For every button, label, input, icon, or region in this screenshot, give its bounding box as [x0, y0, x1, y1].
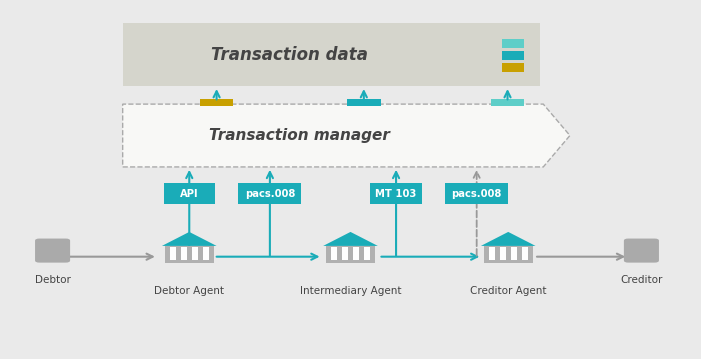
FancyBboxPatch shape [165, 261, 214, 263]
FancyBboxPatch shape [484, 261, 533, 263]
Text: Creditor Agent: Creditor Agent [470, 286, 547, 296]
Text: Debtor Agent: Debtor Agent [154, 286, 224, 296]
FancyBboxPatch shape [491, 99, 524, 106]
FancyBboxPatch shape [502, 51, 524, 60]
FancyBboxPatch shape [200, 99, 233, 106]
Text: pacs.008: pacs.008 [451, 188, 502, 199]
FancyBboxPatch shape [370, 183, 421, 204]
FancyBboxPatch shape [170, 247, 176, 260]
FancyBboxPatch shape [624, 238, 659, 263]
Text: API: API [180, 188, 198, 199]
FancyBboxPatch shape [353, 247, 359, 260]
Polygon shape [481, 232, 536, 246]
Text: MT 103: MT 103 [376, 188, 416, 199]
FancyBboxPatch shape [502, 63, 524, 72]
FancyBboxPatch shape [203, 247, 209, 260]
FancyBboxPatch shape [35, 238, 70, 263]
FancyBboxPatch shape [192, 247, 198, 260]
Polygon shape [162, 232, 217, 246]
FancyBboxPatch shape [500, 247, 505, 260]
FancyBboxPatch shape [164, 183, 215, 204]
FancyBboxPatch shape [484, 246, 533, 261]
FancyBboxPatch shape [326, 261, 375, 263]
FancyBboxPatch shape [522, 247, 528, 260]
Ellipse shape [626, 242, 657, 258]
FancyBboxPatch shape [511, 247, 517, 260]
FancyBboxPatch shape [502, 39, 524, 48]
Ellipse shape [37, 242, 68, 258]
Text: Transaction manager: Transaction manager [209, 128, 390, 143]
FancyBboxPatch shape [364, 247, 370, 260]
FancyBboxPatch shape [342, 247, 348, 260]
FancyBboxPatch shape [347, 99, 381, 106]
Text: Creditor: Creditor [620, 275, 662, 285]
FancyBboxPatch shape [181, 247, 186, 260]
FancyBboxPatch shape [331, 247, 337, 260]
FancyBboxPatch shape [489, 247, 495, 260]
FancyBboxPatch shape [238, 183, 301, 204]
Text: Intermediary Agent: Intermediary Agent [300, 286, 401, 296]
Text: pacs.008: pacs.008 [245, 188, 295, 199]
Polygon shape [323, 232, 378, 246]
FancyBboxPatch shape [445, 183, 508, 204]
FancyBboxPatch shape [165, 246, 214, 261]
FancyBboxPatch shape [123, 23, 540, 86]
Text: Debtor: Debtor [34, 275, 71, 285]
Polygon shape [123, 104, 570, 167]
FancyBboxPatch shape [326, 246, 375, 261]
Text: Transaction data: Transaction data [211, 46, 368, 64]
